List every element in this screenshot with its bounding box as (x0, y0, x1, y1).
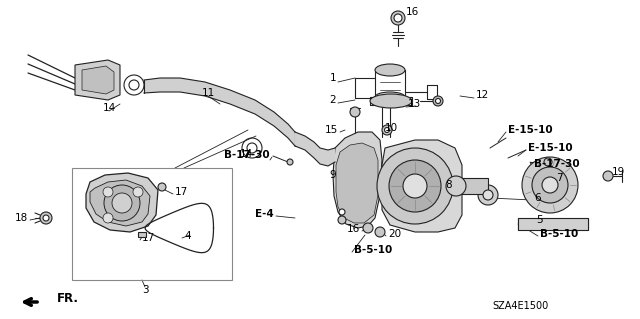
Circle shape (382, 125, 392, 135)
Polygon shape (336, 143, 378, 223)
Text: 2: 2 (330, 95, 336, 105)
Text: FR.: FR. (57, 292, 79, 305)
Text: 15: 15 (324, 125, 338, 135)
Circle shape (389, 160, 441, 212)
Circle shape (377, 148, 453, 224)
Circle shape (43, 215, 49, 221)
Text: SZA4E1500: SZA4E1500 (492, 301, 548, 311)
Text: 16: 16 (347, 224, 360, 234)
Text: 14: 14 (239, 149, 253, 159)
Text: B-5-10: B-5-10 (540, 229, 579, 239)
Polygon shape (382, 140, 462, 232)
Text: 4: 4 (184, 231, 191, 241)
Ellipse shape (375, 92, 405, 102)
Circle shape (478, 185, 498, 205)
Circle shape (112, 193, 132, 213)
Circle shape (338, 216, 346, 224)
Circle shape (435, 99, 440, 103)
Polygon shape (333, 132, 382, 228)
Circle shape (129, 80, 139, 90)
Circle shape (247, 143, 257, 153)
Ellipse shape (370, 94, 412, 108)
Circle shape (522, 157, 578, 213)
Polygon shape (144, 78, 295, 146)
Polygon shape (82, 66, 114, 94)
Text: 14: 14 (102, 103, 116, 113)
Circle shape (385, 128, 390, 132)
Ellipse shape (375, 64, 405, 76)
Text: 18: 18 (15, 213, 28, 223)
Text: 8: 8 (445, 180, 452, 190)
Text: 16: 16 (406, 7, 419, 17)
Text: 20: 20 (388, 229, 401, 239)
Polygon shape (295, 132, 335, 166)
Circle shape (350, 107, 360, 117)
Text: 7: 7 (556, 173, 563, 183)
Circle shape (287, 159, 293, 165)
Text: 6: 6 (534, 193, 541, 203)
Circle shape (103, 213, 113, 223)
Text: 3: 3 (141, 285, 148, 295)
Bar (518, 218, 588, 230)
Circle shape (133, 187, 143, 197)
Text: E-15-10: E-15-10 (508, 125, 552, 135)
Text: 9: 9 (330, 170, 336, 180)
Bar (72, 168, 232, 280)
Text: 1: 1 (330, 73, 336, 83)
Text: 11: 11 (202, 88, 214, 98)
Text: 5: 5 (536, 215, 543, 225)
Text: B-17-30: B-17-30 (534, 159, 580, 169)
Circle shape (446, 176, 466, 196)
Circle shape (433, 96, 443, 106)
Circle shape (532, 167, 568, 203)
Circle shape (391, 11, 405, 25)
Polygon shape (86, 173, 158, 232)
Bar (456, 178, 488, 194)
Circle shape (394, 14, 402, 22)
Text: 17: 17 (175, 187, 188, 197)
Text: E-4: E-4 (255, 209, 274, 219)
Circle shape (542, 177, 558, 193)
Circle shape (403, 174, 427, 198)
Text: 19: 19 (612, 167, 625, 177)
Circle shape (544, 158, 552, 166)
Circle shape (104, 185, 140, 221)
Circle shape (158, 183, 166, 191)
Text: B-5-10: B-5-10 (354, 245, 392, 255)
Circle shape (375, 227, 385, 237)
Polygon shape (90, 180, 150, 226)
Circle shape (40, 212, 52, 224)
Circle shape (363, 223, 373, 233)
Text: 17: 17 (142, 233, 156, 243)
Circle shape (103, 187, 113, 197)
Text: 13: 13 (408, 99, 421, 109)
Circle shape (483, 190, 493, 200)
Polygon shape (75, 60, 120, 100)
Text: 12: 12 (476, 90, 489, 100)
Bar (138, 232, 146, 237)
Text: E-15-10: E-15-10 (528, 143, 573, 153)
Circle shape (339, 209, 345, 215)
Text: 10: 10 (385, 123, 398, 133)
Text: B-17-30: B-17-30 (225, 150, 270, 160)
Circle shape (603, 171, 613, 181)
